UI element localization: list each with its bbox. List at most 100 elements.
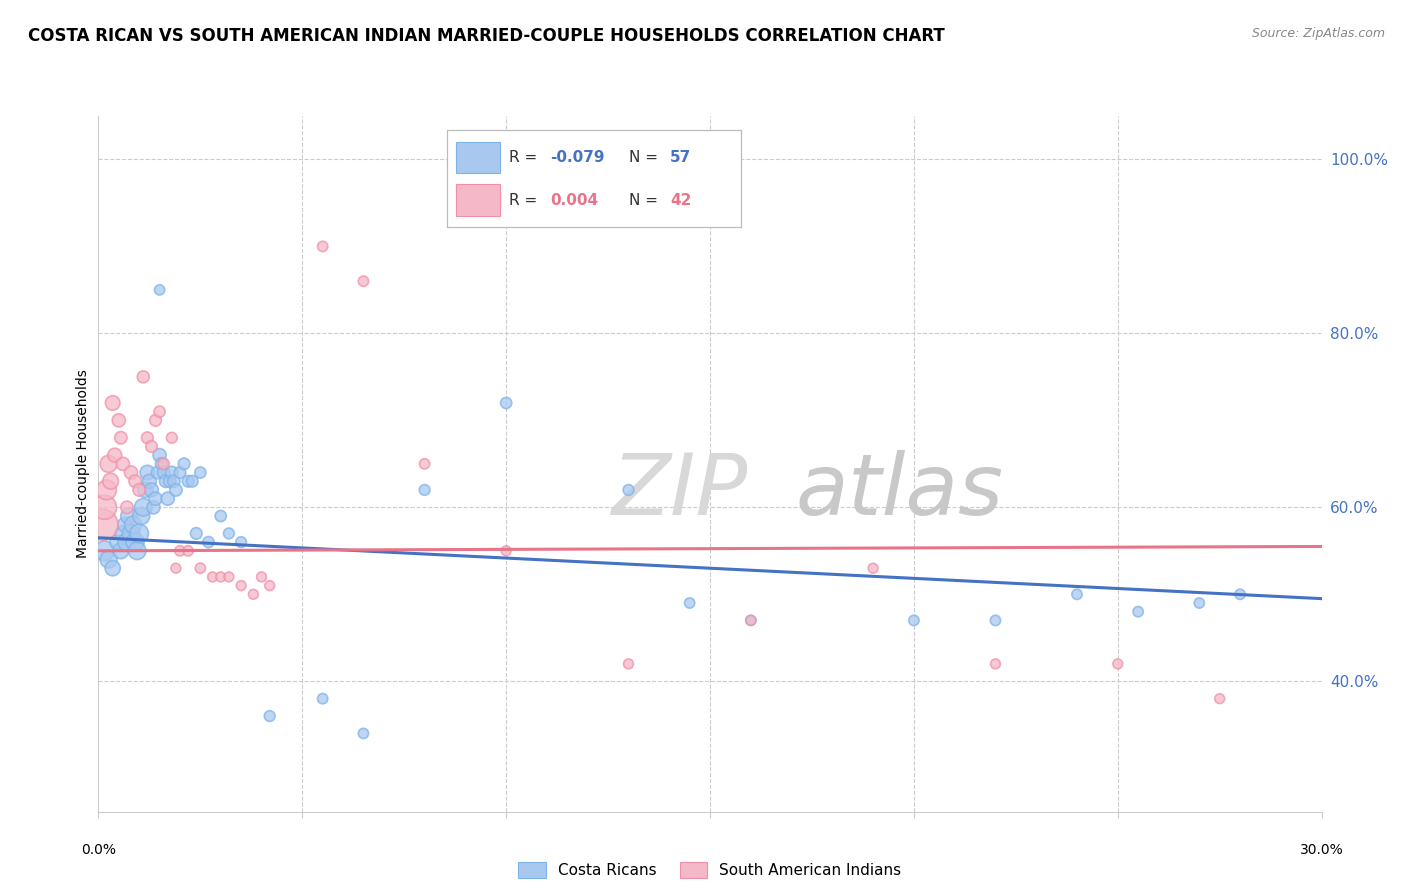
- Point: [115, 500, 138, 515]
- Point: [97, 457, 120, 471]
- Point: [242, 587, 264, 601]
- Point: [495, 543, 517, 558]
- Point: [312, 691, 335, 706]
- Point: [115, 535, 138, 549]
- Text: COSTA RICAN VS SOUTH AMERICAN INDIAN MARRIED-COUPLE HOUSEHOLDS CORRELATION CHART: COSTA RICAN VS SOUTH AMERICAN INDIAN MAR…: [28, 27, 945, 45]
- Point: [101, 396, 124, 410]
- Point: [124, 474, 146, 488]
- Point: [250, 570, 273, 584]
- Point: [165, 561, 187, 575]
- Text: ZIP: ZIP: [612, 450, 748, 533]
- Point: [259, 578, 281, 592]
- Point: [160, 431, 183, 445]
- Point: [132, 500, 155, 515]
- Point: [231, 535, 253, 549]
- Point: [100, 474, 122, 488]
- Point: [160, 466, 183, 480]
- Point: [149, 448, 172, 462]
- Point: [165, 483, 187, 497]
- Point: [156, 491, 179, 506]
- Point: [91, 517, 114, 532]
- Point: [740, 614, 762, 628]
- Point: [122, 517, 145, 532]
- Point: [97, 552, 120, 566]
- Point: [145, 413, 167, 427]
- Point: [177, 543, 200, 558]
- Point: [142, 500, 165, 515]
- Point: [1128, 605, 1150, 619]
- Point: [169, 466, 191, 480]
- Point: [96, 483, 118, 497]
- Point: [209, 508, 232, 523]
- Point: [186, 526, 208, 541]
- Point: [1188, 596, 1211, 610]
- Point: [862, 561, 884, 575]
- Point: [495, 396, 517, 410]
- Point: [218, 526, 240, 541]
- Point: [413, 483, 436, 497]
- Point: [177, 474, 200, 488]
- Point: [104, 448, 127, 462]
- Point: [159, 474, 181, 488]
- Text: 0.0%: 0.0%: [82, 843, 115, 857]
- Point: [120, 526, 142, 541]
- Point: [312, 239, 335, 253]
- Point: [231, 578, 253, 592]
- Point: [173, 457, 195, 471]
- Point: [129, 508, 152, 523]
- Point: [218, 570, 240, 584]
- Point: [111, 457, 134, 471]
- Point: [105, 535, 128, 549]
- Point: [617, 483, 640, 497]
- Point: [128, 526, 150, 541]
- Point: [209, 570, 232, 584]
- Point: [114, 517, 136, 532]
- Point: [188, 561, 212, 575]
- Point: [128, 483, 150, 497]
- Point: [132, 369, 155, 384]
- Point: [1229, 587, 1251, 601]
- Point: [134, 483, 156, 497]
- Text: 30.0%: 30.0%: [1299, 843, 1344, 857]
- Legend: Costa Ricans, South American Indians: Costa Ricans, South American Indians: [512, 856, 908, 884]
- Point: [152, 457, 174, 471]
- Point: [111, 526, 134, 541]
- Point: [145, 491, 167, 506]
- Point: [127, 543, 149, 558]
- Point: [1208, 691, 1232, 706]
- Point: [413, 457, 436, 471]
- Point: [150, 457, 173, 471]
- Point: [149, 283, 172, 297]
- Point: [740, 614, 762, 628]
- Text: Source: ZipAtlas.com: Source: ZipAtlas.com: [1251, 27, 1385, 40]
- Point: [197, 535, 219, 549]
- Point: [146, 466, 169, 480]
- Point: [679, 596, 702, 610]
- Point: [124, 535, 146, 549]
- Text: atlas: atlas: [796, 450, 1004, 533]
- Point: [93, 543, 115, 558]
- Point: [352, 726, 374, 740]
- Point: [352, 274, 374, 288]
- Point: [984, 614, 1007, 628]
- Point: [93, 500, 115, 515]
- Point: [101, 561, 124, 575]
- Point: [120, 466, 142, 480]
- Point: [141, 483, 163, 497]
- Point: [136, 466, 159, 480]
- Point: [149, 404, 172, 418]
- Point: [163, 474, 186, 488]
- Point: [181, 474, 204, 488]
- Point: [118, 508, 141, 523]
- Point: [110, 431, 132, 445]
- Point: [984, 657, 1007, 671]
- Point: [617, 657, 640, 671]
- Point: [141, 439, 163, 453]
- Point: [155, 474, 177, 488]
- Point: [169, 543, 191, 558]
- Point: [108, 413, 131, 427]
- Point: [201, 570, 224, 584]
- Point: [138, 474, 160, 488]
- Point: [1066, 587, 1088, 601]
- Point: [903, 614, 925, 628]
